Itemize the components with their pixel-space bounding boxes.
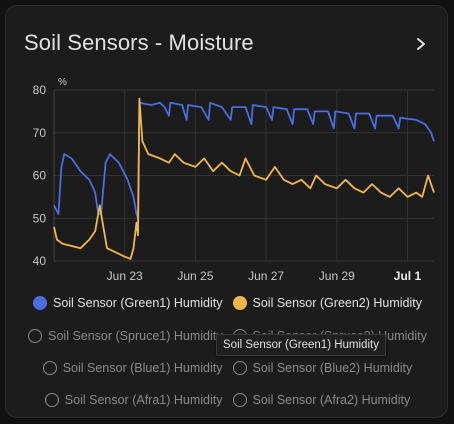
legend-row-1: Soil Sensor (Green1) Humidity Soil Senso… bbox=[6, 292, 447, 314]
y-tick-label: 40 bbox=[33, 254, 47, 268]
y-tick-label: 70 bbox=[33, 126, 47, 140]
moisture-card: Soil Sensors - Moisture 40 50 60 70 80% Jun 2… bbox=[5, 5, 448, 418]
legend-dot-icon bbox=[232, 361, 247, 375]
legend-item-spruce1[interactable]: Soil Sensor (Spruce1) Humidity bbox=[28, 325, 223, 347]
card-title: Soil Sensors - Moisture bbox=[24, 30, 254, 55]
chevron-right-icon bbox=[417, 38, 425, 50]
legend-item-green1[interactable]: Soil Sensor (Green1) Humidity bbox=[32, 292, 223, 314]
legend-item-afra2[interactable]: Soil Sensor (Afra2) Humidity bbox=[232, 389, 411, 411]
legend-item-blue1[interactable]: Soil Sensor (Blue1) Humidity bbox=[42, 357, 223, 379]
legend-dot-icon bbox=[42, 361, 57, 375]
legend-label: Soil Sensor (Green1) Humidity bbox=[52, 296, 223, 310]
more-info-button[interactable] bbox=[409, 32, 433, 56]
x-tick-label: Jun 29 bbox=[319, 269, 355, 283]
legend-label: Soil Sensor (Blue2) Humidity bbox=[252, 361, 413, 375]
y-tick-label: 50 bbox=[33, 211, 47, 225]
y-tick-label: 60 bbox=[33, 169, 47, 183]
legend-dot-icon bbox=[32, 296, 47, 310]
x-tick-label: Jun 27 bbox=[248, 269, 284, 283]
legend-row-3: Soil Sensor (Blue1) Humidity Soil Sensor… bbox=[6, 357, 447, 379]
y-tick-label: 80 bbox=[33, 83, 47, 97]
legend-row-4: Soil Sensor (Afra1) Humidity Soil Sensor… bbox=[6, 389, 447, 411]
series-line-green2 bbox=[53, 97, 435, 260]
legend-dot-icon bbox=[232, 393, 247, 407]
series-line-green1 bbox=[53, 101, 435, 220]
legend-dot-icon bbox=[28, 329, 43, 343]
x-tick-label: Jun 25 bbox=[177, 269, 213, 283]
legend-label: Soil Sensor (Blue1) Humidity bbox=[62, 361, 223, 375]
x-tick-label: Jul 1 bbox=[394, 269, 422, 283]
legend-label: Soil Sensor (Afra2) Humidity bbox=[252, 393, 411, 407]
legend-dot-icon bbox=[44, 393, 59, 407]
legend-label: Soil Sensor (Green2) Humidity bbox=[252, 296, 423, 310]
x-tick-label: Jun 23 bbox=[107, 269, 143, 283]
legend-label: Soil Sensor (Spruce1) Humidity bbox=[48, 329, 223, 343]
legend-item-blue2[interactable]: Soil Sensor (Blue2) Humidity bbox=[232, 357, 413, 379]
y-axis-label: % bbox=[58, 77, 67, 88]
legend-item-afra1[interactable]: Soil Sensor (Afra1) Humidity bbox=[44, 389, 223, 411]
legend-tooltip: Soil Sensor (Green1) Humidity bbox=[216, 334, 386, 356]
legend-dot-icon bbox=[232, 296, 247, 310]
legend-label: Soil Sensor (Afra1) Humidity bbox=[64, 393, 223, 407]
moisture-chart[interactable]: 40 50 60 70 80% Jun 23 Jun 25 Jun 27 Jun 29 Jul 1 bbox=[6, 6, 448, 286]
legend-item-green2[interactable]: Soil Sensor (Green2) Humidity bbox=[232, 292, 423, 314]
